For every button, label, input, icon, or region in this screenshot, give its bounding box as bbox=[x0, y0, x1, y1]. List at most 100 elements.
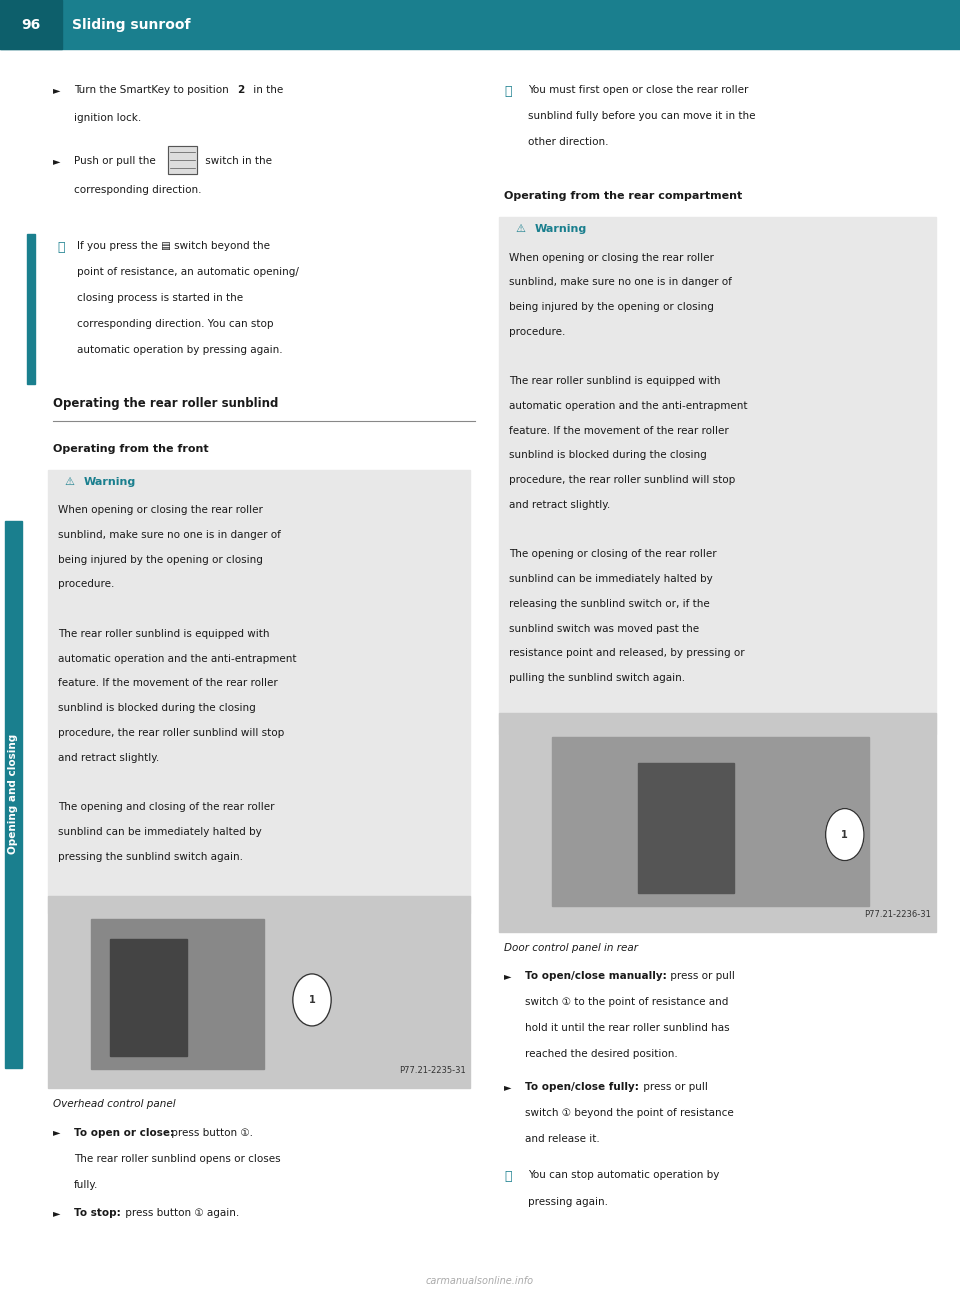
Text: To open/close manually:: To open/close manually: bbox=[525, 971, 667, 982]
Text: P77.21-2236-31: P77.21-2236-31 bbox=[864, 910, 931, 919]
Text: ►: ► bbox=[53, 1208, 60, 1219]
Text: ignition lock.: ignition lock. bbox=[74, 113, 141, 124]
Text: switch in the: switch in the bbox=[202, 156, 272, 167]
Text: and release it.: and release it. bbox=[525, 1134, 600, 1144]
Text: being injured by the opening or closing: being injured by the opening or closing bbox=[509, 302, 713, 312]
Text: The rear roller sunblind opens or closes: The rear roller sunblind opens or closes bbox=[74, 1154, 280, 1164]
Text: point of resistance, an automatic opening/: point of resistance, an automatic openin… bbox=[77, 267, 299, 277]
Text: and retract slightly.: and retract slightly. bbox=[509, 500, 610, 510]
Text: press or pull: press or pull bbox=[667, 971, 735, 982]
Text: Overhead control panel: Overhead control panel bbox=[53, 1099, 176, 1109]
Text: You can stop automatic operation by: You can stop automatic operation by bbox=[528, 1170, 719, 1181]
Bar bbox=[638, 763, 734, 893]
Bar bbox=[168, 146, 197, 174]
Circle shape bbox=[293, 974, 331, 1026]
Text: Opening and closing: Opening and closing bbox=[9, 734, 18, 854]
Text: To stop:: To stop: bbox=[74, 1208, 121, 1219]
Text: Warning: Warning bbox=[535, 224, 587, 234]
Text: automatic operation and the anti-entrapment: automatic operation and the anti-entrapm… bbox=[509, 401, 747, 411]
Bar bbox=[499, 217, 936, 734]
Text: pressing the sunblind switch again.: pressing the sunblind switch again. bbox=[58, 852, 243, 862]
Text: Turn the SmartKey to position: Turn the SmartKey to position bbox=[74, 85, 232, 95]
Text: ►: ► bbox=[53, 85, 60, 95]
Bar bbox=[168, 146, 197, 174]
Text: Operating from the rear compartment: Operating from the rear compartment bbox=[504, 191, 742, 202]
Text: Door control panel in rear: Door control panel in rear bbox=[504, 943, 638, 953]
Bar bbox=[0, 0, 960, 49]
Text: ⓘ: ⓘ bbox=[504, 85, 512, 98]
Text: sunblind can be immediately halted by: sunblind can be immediately halted by bbox=[509, 574, 712, 585]
Text: closing process is started in the: closing process is started in the bbox=[77, 293, 243, 303]
Text: sunblind is blocked during the closing: sunblind is blocked during the closing bbox=[58, 703, 255, 713]
Text: ►: ► bbox=[53, 1128, 60, 1138]
Text: The opening or closing of the rear roller: The opening or closing of the rear rolle… bbox=[509, 549, 716, 560]
Bar bbox=[552, 737, 869, 906]
Text: procedure.: procedure. bbox=[58, 579, 114, 590]
Text: When opening or closing the rear roller: When opening or closing the rear roller bbox=[58, 505, 262, 516]
Text: Operating the rear roller sunblind: Operating the rear roller sunblind bbox=[53, 397, 278, 410]
Text: ⚠: ⚠ bbox=[516, 224, 525, 234]
Bar bbox=[110, 939, 187, 1056]
Text: procedure, the rear roller sunblind will stop: procedure, the rear roller sunblind will… bbox=[509, 475, 735, 486]
Text: sunblind can be immediately halted by: sunblind can be immediately halted by bbox=[58, 827, 261, 837]
Text: switch ① beyond the point of resistance: switch ① beyond the point of resistance bbox=[525, 1108, 733, 1118]
Text: press button ① again.: press button ① again. bbox=[122, 1208, 239, 1219]
Text: The rear roller sunblind is equipped with: The rear roller sunblind is equipped wit… bbox=[509, 376, 720, 387]
Text: Operating from the front: Operating from the front bbox=[53, 444, 208, 454]
Text: ►: ► bbox=[504, 1082, 512, 1092]
Text: Push or pull the: Push or pull the bbox=[74, 156, 159, 167]
Text: 1: 1 bbox=[308, 995, 316, 1005]
Text: resistance point and released, by pressing or: resistance point and released, by pressi… bbox=[509, 648, 744, 659]
Bar bbox=[5, 521, 22, 1068]
Text: hold it until the rear roller sunblind has: hold it until the rear roller sunblind h… bbox=[525, 1023, 730, 1034]
Text: Sliding sunroof: Sliding sunroof bbox=[72, 18, 190, 31]
Text: reached the desired position.: reached the desired position. bbox=[525, 1049, 678, 1060]
Text: ►: ► bbox=[53, 156, 60, 167]
Text: press or pull: press or pull bbox=[640, 1082, 708, 1092]
Text: procedure.: procedure. bbox=[509, 327, 565, 337]
Bar bbox=[27, 234, 35, 384]
Bar bbox=[48, 896, 470, 1088]
Text: The opening and closing of the rear roller: The opening and closing of the rear roll… bbox=[58, 802, 275, 812]
Text: 96: 96 bbox=[21, 18, 40, 31]
Text: ⚠: ⚠ bbox=[64, 477, 74, 487]
Text: press button ①.: press button ①. bbox=[168, 1128, 253, 1138]
Text: in the: in the bbox=[250, 85, 283, 95]
Text: automatic operation by pressing again.: automatic operation by pressing again. bbox=[77, 345, 282, 355]
Bar bbox=[91, 919, 264, 1069]
Text: Warning: Warning bbox=[84, 477, 135, 487]
Bar bbox=[48, 470, 470, 913]
Text: You must first open or close the rear roller: You must first open or close the rear ro… bbox=[528, 85, 749, 95]
Text: sunblind is blocked during the closing: sunblind is blocked during the closing bbox=[509, 450, 707, 461]
Text: pressing again.: pressing again. bbox=[528, 1197, 608, 1207]
Text: being injured by the opening or closing: being injured by the opening or closing bbox=[58, 555, 262, 565]
Text: To open or close:: To open or close: bbox=[74, 1128, 174, 1138]
Text: carmanualsonline.info: carmanualsonline.info bbox=[426, 1276, 534, 1286]
Text: fully.: fully. bbox=[74, 1180, 98, 1190]
Text: P77.21-2235-31: P77.21-2235-31 bbox=[398, 1066, 466, 1075]
Text: and retract slightly.: and retract slightly. bbox=[58, 753, 158, 763]
Text: switch ① to the point of resistance and: switch ① to the point of resistance and bbox=[525, 997, 729, 1008]
Text: 1: 1 bbox=[841, 829, 849, 840]
Text: automatic operation and the anti-entrapment: automatic operation and the anti-entrapm… bbox=[58, 654, 296, 664]
Text: When opening or closing the rear roller: When opening or closing the rear roller bbox=[509, 253, 713, 263]
Bar bbox=[0, 0, 62, 49]
Text: releasing the sunblind switch or, if the: releasing the sunblind switch or, if the bbox=[509, 599, 709, 609]
Text: pulling the sunblind switch again.: pulling the sunblind switch again. bbox=[509, 673, 684, 684]
Text: The rear roller sunblind is equipped with: The rear roller sunblind is equipped wit… bbox=[58, 629, 269, 639]
Text: ⓘ: ⓘ bbox=[504, 1170, 512, 1184]
Text: sunblind, make sure no one is in danger of: sunblind, make sure no one is in danger … bbox=[509, 277, 732, 288]
Text: If you press the ▤ switch beyond the: If you press the ▤ switch beyond the bbox=[77, 241, 270, 251]
Text: feature. If the movement of the rear roller: feature. If the movement of the rear rol… bbox=[509, 426, 729, 436]
Text: feature. If the movement of the rear roller: feature. If the movement of the rear rol… bbox=[58, 678, 277, 689]
Text: sunblind fully before you can move it in the: sunblind fully before you can move it in… bbox=[528, 111, 756, 121]
Text: procedure, the rear roller sunblind will stop: procedure, the rear roller sunblind will… bbox=[58, 728, 284, 738]
Bar bbox=[499, 713, 936, 932]
Text: other direction.: other direction. bbox=[528, 137, 609, 147]
Circle shape bbox=[826, 809, 864, 861]
Text: 2: 2 bbox=[237, 85, 245, 95]
Text: corresponding direction.: corresponding direction. bbox=[74, 185, 202, 195]
Text: corresponding direction. You can stop: corresponding direction. You can stop bbox=[77, 319, 274, 329]
Text: To open/close fully:: To open/close fully: bbox=[525, 1082, 639, 1092]
Text: sunblind, make sure no one is in danger of: sunblind, make sure no one is in danger … bbox=[58, 530, 280, 540]
